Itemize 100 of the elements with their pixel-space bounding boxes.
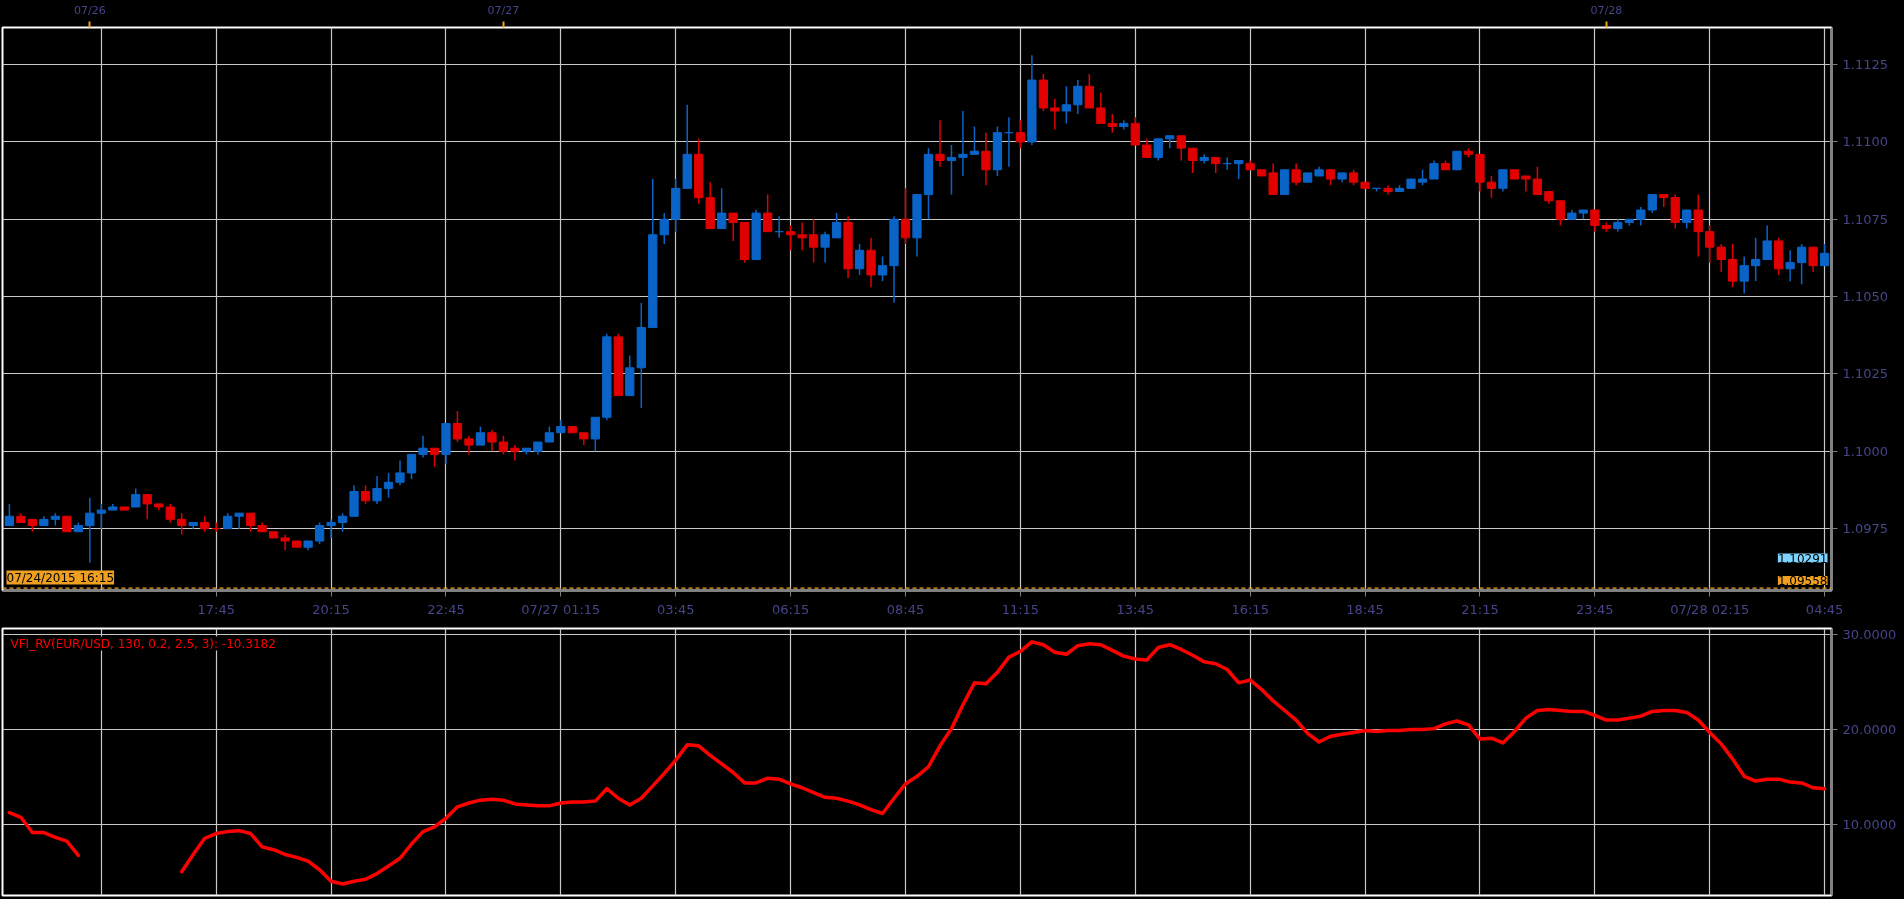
x-tick-label: 22:45	[427, 601, 465, 617]
candlestick	[808, 218, 819, 264]
candlestick	[1188, 147, 1198, 174]
candlestick	[969, 125, 980, 156]
x-tick-label: 03:45	[657, 601, 695, 617]
candlestick	[406, 453, 417, 480]
candlestick	[372, 475, 382, 505]
x-tick-label: 11:15	[1001, 601, 1040, 617]
candlestick	[1762, 224, 1772, 261]
y-tick-label: 1.1050	[1842, 289, 1888, 305]
y-tick-label: 1.1100	[1842, 134, 1888, 150]
candlestick	[418, 435, 428, 459]
candlestick	[1107, 113, 1117, 134]
y-tick-label: 20.0000	[1842, 722, 1897, 738]
candlestick	[246, 512, 256, 533]
candlestick	[177, 512, 187, 536]
candlestick	[1659, 193, 1669, 208]
candlestick	[1061, 85, 1071, 125]
x-tick-label: 23:45	[1576, 601, 1614, 617]
candlestick	[1819, 243, 1830, 267]
candlestick	[763, 193, 773, 233]
candlestick	[728, 212, 738, 242]
candlestick	[590, 416, 600, 453]
candlestick	[383, 472, 394, 499]
annotation: 07/24/2015 16:15	[6, 570, 115, 585]
candlestick	[831, 212, 842, 239]
candlestick	[498, 435, 509, 456]
candlestick	[1073, 79, 1083, 115]
candlestick	[1716, 243, 1726, 273]
candlestick	[1532, 165, 1543, 196]
candlestick	[717, 187, 727, 230]
x-tick-label: 16:15	[1231, 601, 1269, 617]
candlestick	[234, 512, 244, 530]
candlestick	[900, 187, 911, 245]
candlestick	[464, 435, 474, 456]
candlestick	[1705, 224, 1715, 264]
candlestick	[1050, 97, 1060, 131]
x-tick-label: 17:45	[197, 601, 235, 617]
x-tick-label: 07/27 01:15	[521, 601, 601, 617]
candlestick	[1130, 116, 1140, 146]
x-tick-label: 20:15	[312, 601, 350, 617]
candlestick	[946, 144, 957, 196]
candlestick	[1486, 175, 1497, 199]
candlestick	[1452, 150, 1462, 171]
candlestick	[1751, 237, 1761, 282]
candlestick	[4, 503, 15, 527]
candlestick	[510, 444, 520, 462]
candlestick	[96, 503, 106, 530]
candlestick	[1728, 243, 1738, 289]
candlestick	[785, 224, 796, 251]
candlestick	[1682, 209, 1692, 230]
x-tick-label: 13:45	[1116, 601, 1155, 617]
candlestick	[1785, 249, 1795, 282]
candlestick	[958, 110, 968, 177]
y-tick-label: 1.0975	[1842, 521, 1888, 537]
candlestick	[659, 212, 669, 245]
candlestick	[1234, 159, 1244, 180]
y-tick-label: 1.1000	[1842, 443, 1888, 459]
candlestick	[429, 447, 440, 468]
x-tick-label: 21:15	[1461, 601, 1499, 617]
candlestick	[452, 410, 463, 443]
candlestick	[935, 119, 945, 168]
y-tick-label: 1.1025	[1842, 366, 1888, 382]
annotation: 1.10291	[1777, 551, 1828, 566]
candlestick	[1693, 193, 1703, 258]
x2-tick-label: 07/28	[1590, 3, 1623, 17]
x-tick-label: 04:45	[1805, 601, 1844, 617]
candlestick	[1796, 243, 1807, 285]
candlestick	[1647, 193, 1657, 214]
candlestick	[487, 428, 497, 453]
candlestick	[314, 521, 325, 545]
candlestick	[1291, 162, 1301, 187]
candlestick	[142, 493, 152, 521]
text: VFI_RV(EUR/USD, 130, 0.2, 2.5, 3): -10.3182	[10, 636, 276, 651]
y-tick-label: 10.0000	[1842, 817, 1897, 833]
candlestick	[1084, 73, 1094, 109]
candlestick	[1521, 175, 1531, 193]
x2-tick-label: 07/26	[73, 3, 106, 17]
x-tick-label: 18:45	[1346, 601, 1384, 617]
candlestick	[854, 243, 865, 276]
candlestick	[1268, 162, 1278, 196]
candlestick	[1015, 119, 1026, 149]
candlestick	[1153, 138, 1163, 162]
candlestick	[797, 221, 807, 251]
candlestick	[1498, 169, 1508, 193]
candlestick	[395, 459, 405, 487]
x-tick-label: 08:45	[886, 601, 925, 617]
candlestick	[360, 484, 371, 505]
y-tick-label: 1.1125	[1842, 57, 1888, 73]
x-tick-label: 06:15	[771, 601, 810, 617]
candlestick	[1636, 206, 1646, 227]
y-tick-label: 30.0000	[1842, 626, 1897, 642]
candlestick	[165, 503, 175, 524]
candlestick	[877, 255, 888, 282]
candlestick	[85, 496, 95, 564]
candlestick	[1739, 255, 1749, 295]
candlestick	[1590, 209, 1600, 233]
candlestick	[475, 425, 486, 446]
candlestick	[1429, 159, 1439, 180]
candlestick	[1176, 135, 1186, 162]
